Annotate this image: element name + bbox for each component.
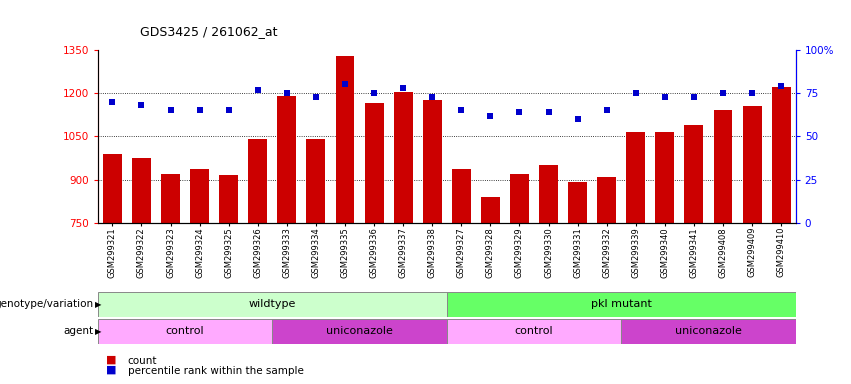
Bar [713, 111, 733, 223]
Bar [161, 174, 180, 223]
Bar [452, 169, 471, 223]
Bar [621, 319, 796, 344]
Text: uniconazole: uniconazole [326, 326, 393, 336]
Bar [132, 158, 151, 223]
Text: control: control [166, 326, 204, 336]
Bar [510, 174, 529, 223]
Text: uniconazole: uniconazole [675, 326, 742, 336]
Bar [568, 182, 587, 223]
Text: pkl mutant: pkl mutant [591, 299, 652, 310]
Bar [447, 319, 621, 344]
Bar [597, 177, 616, 223]
Bar [423, 100, 442, 223]
Bar [98, 292, 447, 317]
Text: percentile rank within the sample: percentile rank within the sample [128, 366, 304, 376]
Bar [447, 292, 796, 317]
Bar [98, 319, 272, 344]
Bar [306, 139, 325, 223]
Text: ■: ■ [106, 355, 117, 365]
Bar [103, 154, 122, 223]
Text: ■: ■ [106, 364, 117, 374]
Text: control: control [515, 326, 553, 336]
Text: genotype/variation: genotype/variation [0, 299, 94, 310]
Text: GDS3425 / 261062_at: GDS3425 / 261062_at [140, 25, 278, 38]
Bar [655, 132, 674, 223]
Bar [277, 96, 296, 223]
Bar [394, 92, 413, 223]
Text: ▶: ▶ [95, 327, 102, 336]
Bar [626, 132, 645, 223]
Bar [248, 139, 267, 223]
Bar [190, 169, 209, 223]
Bar [272, 319, 447, 344]
Bar [539, 165, 558, 223]
Bar [772, 88, 791, 223]
Text: count: count [128, 356, 157, 366]
Bar [481, 197, 500, 223]
Text: agent: agent [64, 326, 94, 336]
Bar [743, 106, 762, 223]
Bar [220, 175, 238, 223]
Text: wildtype: wildtype [248, 299, 296, 310]
Bar [364, 103, 384, 223]
Text: ▶: ▶ [95, 300, 102, 309]
Bar [684, 125, 704, 223]
Bar [335, 56, 355, 223]
